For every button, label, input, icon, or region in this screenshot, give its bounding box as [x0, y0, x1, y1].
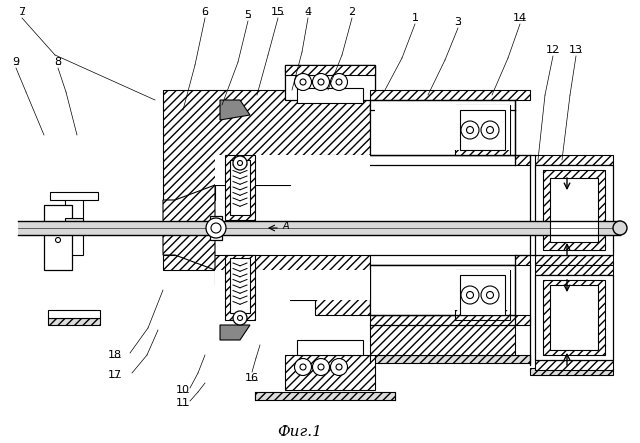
Circle shape — [330, 74, 348, 90]
Bar — [297, 340, 363, 355]
Polygon shape — [370, 315, 530, 355]
Bar — [535, 275, 613, 360]
Circle shape — [486, 291, 493, 299]
Circle shape — [481, 121, 499, 139]
Bar — [375, 270, 510, 310]
Bar — [460, 110, 505, 150]
Text: 17: 17 — [108, 370, 122, 380]
Circle shape — [481, 286, 499, 304]
Circle shape — [312, 74, 330, 90]
Circle shape — [237, 315, 243, 320]
Text: 2: 2 — [348, 7, 356, 17]
Circle shape — [486, 127, 493, 133]
Bar — [543, 280, 605, 355]
Text: 9: 9 — [12, 57, 20, 67]
Bar — [297, 88, 363, 103]
Polygon shape — [220, 325, 250, 340]
Circle shape — [467, 291, 474, 299]
Bar — [535, 360, 613, 370]
Polygon shape — [220, 100, 250, 120]
Bar — [550, 285, 598, 350]
Bar — [370, 355, 530, 363]
Circle shape — [300, 79, 306, 85]
Bar — [285, 65, 375, 75]
Bar — [535, 255, 613, 265]
Circle shape — [330, 358, 348, 376]
Bar — [370, 265, 515, 315]
Bar — [215, 155, 370, 185]
Text: 18: 18 — [108, 350, 122, 360]
Bar — [65, 195, 83, 255]
Circle shape — [56, 237, 61, 242]
Bar — [65, 218, 83, 230]
Bar — [210, 216, 222, 240]
Polygon shape — [370, 255, 530, 265]
Circle shape — [237, 160, 243, 166]
Polygon shape — [163, 90, 370, 200]
Bar — [215, 270, 370, 300]
Text: 5: 5 — [244, 10, 252, 20]
Text: 12: 12 — [546, 45, 560, 55]
Circle shape — [613, 221, 627, 235]
Bar — [455, 270, 510, 320]
Circle shape — [294, 358, 312, 376]
Bar — [230, 160, 250, 215]
Bar — [48, 310, 100, 318]
Text: 4: 4 — [305, 7, 312, 17]
Circle shape — [461, 121, 479, 139]
Bar — [18, 221, 620, 235]
Circle shape — [318, 364, 324, 370]
Bar — [285, 355, 375, 390]
Circle shape — [467, 127, 474, 133]
Circle shape — [206, 218, 226, 238]
Bar — [230, 258, 250, 313]
Polygon shape — [370, 155, 530, 165]
Bar — [543, 170, 605, 250]
Bar — [375, 105, 510, 150]
Circle shape — [300, 364, 306, 370]
Text: 10: 10 — [176, 385, 190, 395]
Text: 6: 6 — [202, 7, 209, 17]
Polygon shape — [370, 90, 530, 112]
Circle shape — [336, 79, 342, 85]
Polygon shape — [163, 255, 370, 315]
Circle shape — [312, 358, 330, 376]
Circle shape — [294, 74, 312, 90]
Text: 16: 16 — [245, 373, 259, 383]
Bar — [48, 318, 100, 325]
Bar — [370, 100, 515, 155]
Text: 13: 13 — [569, 45, 583, 55]
Bar — [460, 275, 505, 315]
Circle shape — [211, 223, 221, 233]
Text: 11: 11 — [176, 398, 190, 408]
Circle shape — [233, 311, 247, 325]
Text: 3: 3 — [454, 17, 461, 27]
Bar — [225, 155, 255, 220]
Polygon shape — [163, 185, 215, 270]
Text: 8: 8 — [54, 57, 61, 67]
Circle shape — [318, 79, 324, 85]
Text: 1: 1 — [412, 13, 419, 23]
Bar — [535, 265, 613, 275]
Bar — [50, 192, 98, 200]
Bar — [44, 205, 72, 270]
Circle shape — [336, 364, 342, 370]
Bar — [255, 392, 395, 400]
Circle shape — [233, 156, 247, 170]
Bar — [550, 178, 598, 242]
Text: A: A — [283, 221, 290, 231]
Text: Фиг.1: Фиг.1 — [278, 425, 323, 439]
Bar — [225, 255, 255, 320]
Bar — [285, 65, 375, 90]
Bar — [535, 155, 613, 165]
Bar — [285, 65, 375, 100]
Bar — [455, 105, 510, 155]
Text: 14: 14 — [513, 13, 527, 23]
Bar — [535, 165, 613, 255]
Text: 15: 15 — [271, 7, 285, 17]
Text: 7: 7 — [19, 7, 26, 17]
Circle shape — [461, 286, 479, 304]
Bar — [530, 368, 613, 375]
